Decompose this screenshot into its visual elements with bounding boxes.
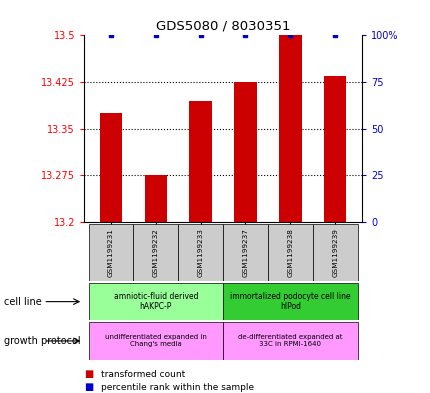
Text: ■: ■ [84, 369, 93, 379]
Text: GSM1199237: GSM1199237 [242, 228, 248, 277]
Bar [178, 224, 223, 281]
Text: de-differentiated expanded at
33C in RPMI-1640: de-differentiated expanded at 33C in RPM… [237, 334, 342, 347]
Bar [323, 76, 346, 222]
Bar [133, 224, 178, 281]
Bar [223, 224, 267, 281]
Bar [189, 101, 211, 222]
Bar [223, 322, 357, 360]
Text: growth protocol: growth protocol [4, 336, 81, 346]
Text: undifferentiated expanded in
Chang's media: undifferentiated expanded in Chang's med… [104, 334, 206, 347]
Text: GSM1199233: GSM1199233 [197, 228, 203, 277]
Bar [88, 224, 133, 281]
Text: GSM1199232: GSM1199232 [152, 228, 158, 277]
Text: GSM1199239: GSM1199239 [332, 228, 338, 277]
Bar [267, 224, 312, 281]
Text: GSM1199231: GSM1199231 [108, 228, 114, 277]
Bar [99, 113, 122, 222]
Bar [88, 283, 223, 320]
Text: GSM1199238: GSM1199238 [287, 228, 293, 277]
Bar [312, 224, 357, 281]
Bar [234, 82, 256, 222]
Bar [88, 322, 223, 360]
Text: transformed count: transformed count [101, 370, 185, 378]
Bar [144, 175, 166, 222]
Text: immortalized podocyte cell line
hIPod: immortalized podocyte cell line hIPod [230, 292, 350, 311]
Text: cell line: cell line [4, 297, 42, 307]
Text: amniotic-fluid derived
hAKPC-P: amniotic-fluid derived hAKPC-P [113, 292, 197, 311]
Bar [223, 283, 357, 320]
Bar [279, 35, 301, 222]
Text: percentile rank within the sample: percentile rank within the sample [101, 383, 254, 391]
Text: ■: ■ [84, 382, 93, 392]
Title: GDS5080 / 8030351: GDS5080 / 8030351 [155, 20, 290, 33]
